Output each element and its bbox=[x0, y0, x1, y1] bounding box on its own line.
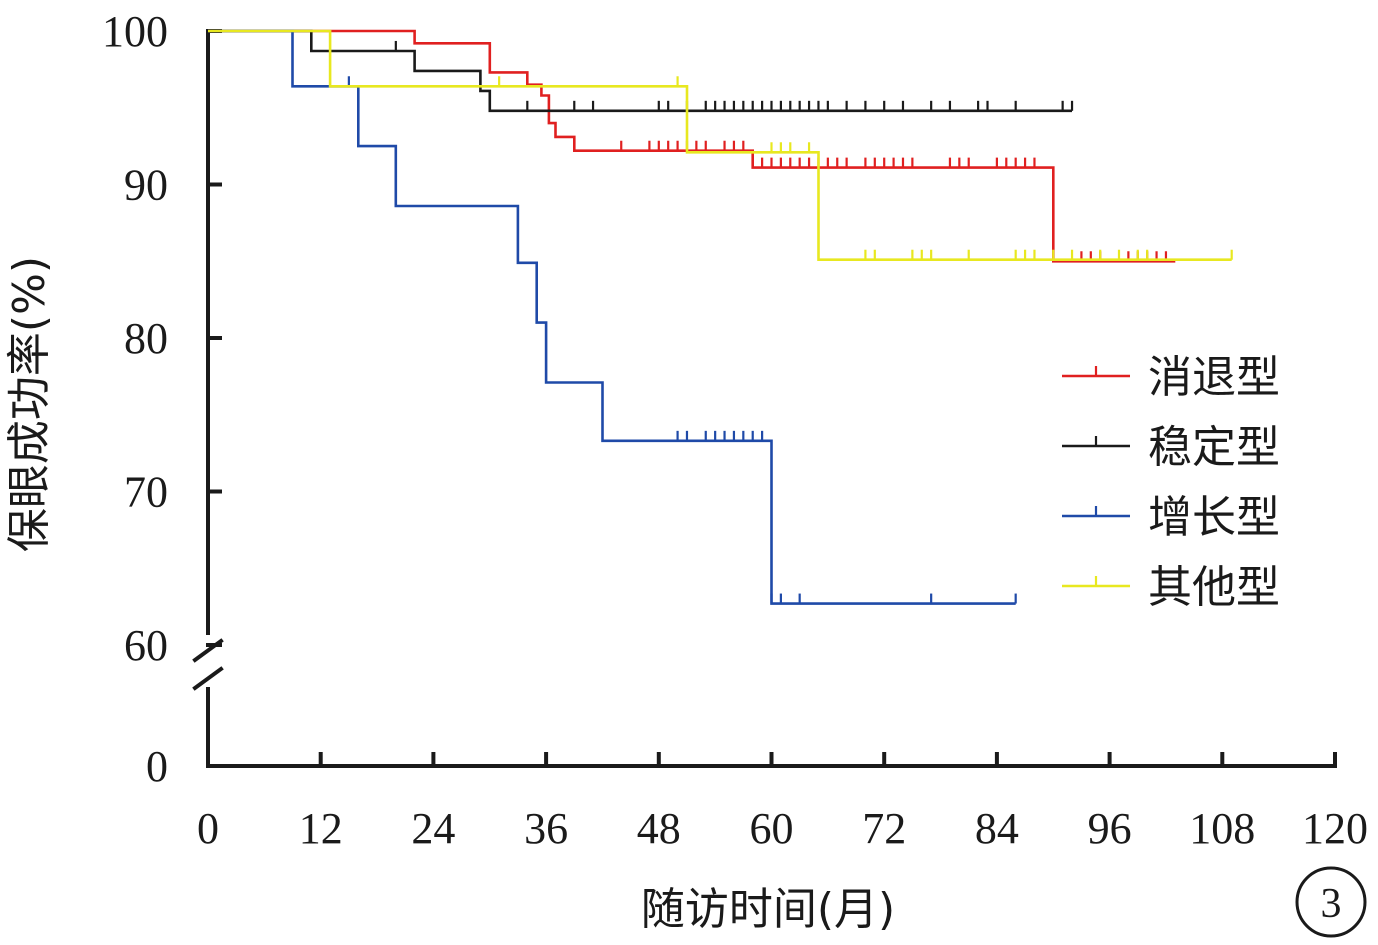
x-axis-title: 随访时间(月) bbox=[641, 884, 895, 935]
x-tick-label: 12 bbox=[299, 804, 343, 853]
x-tick-label: 36 bbox=[524, 804, 568, 853]
x-tick-label: 60 bbox=[750, 804, 794, 853]
legend-label: 增长型 bbox=[1148, 492, 1280, 543]
y-tick-label: 60 bbox=[124, 621, 168, 670]
axes: 0 12 24 36 48 60 72 84 96 108 120 0 60 70 80 90 100 bbox=[102, 7, 1368, 853]
legend-label: 稳定型 bbox=[1148, 422, 1280, 473]
x-tick-label: 72 bbox=[862, 804, 906, 853]
y-tick-label: 70 bbox=[124, 468, 168, 517]
x-tick-label: 48 bbox=[637, 804, 681, 853]
panel-label-circle bbox=[1295, 866, 1367, 938]
legend-label: 消退型 bbox=[1148, 352, 1280, 403]
y-tick-label: 80 bbox=[124, 314, 168, 363]
y-axis-title: 保眼成功率(%) bbox=[4, 256, 55, 552]
x-tick-label: 120 bbox=[1302, 804, 1368, 853]
series-layer bbox=[208, 29, 1233, 605]
series-line bbox=[208, 29, 1072, 113]
series-1 bbox=[208, 29, 1176, 263]
legend-item-4: 其他型 bbox=[1062, 562, 1280, 613]
x-tick-label: 0 bbox=[197, 804, 219, 853]
x-tick-label: 96 bbox=[1088, 804, 1132, 853]
series-2 bbox=[208, 29, 1074, 113]
legend-label: 其他型 bbox=[1148, 562, 1280, 613]
series-3 bbox=[208, 29, 1017, 605]
panel-label-text: 3 bbox=[1321, 881, 1342, 927]
series-4 bbox=[208, 29, 1233, 261]
x-tick-label: 24 bbox=[411, 804, 455, 853]
series-line bbox=[208, 29, 1016, 605]
y-tick-label: 0 bbox=[146, 742, 168, 791]
panel-label: 3 bbox=[1295, 866, 1367, 938]
legend-item-2: 稳定型 bbox=[1062, 422, 1280, 473]
series-line bbox=[208, 29, 1232, 261]
legend-item-1: 消退型 bbox=[1062, 352, 1280, 403]
x-tick-label: 84 bbox=[975, 804, 1019, 853]
y-tick-label: 100 bbox=[102, 7, 168, 56]
x-tick-label: 108 bbox=[1189, 804, 1255, 853]
series-line bbox=[208, 29, 1176, 263]
y-tick-label: 90 bbox=[124, 161, 168, 210]
legend-item-3: 增长型 bbox=[1062, 492, 1280, 543]
y-axis-break-mark-2 bbox=[192, 666, 224, 691]
